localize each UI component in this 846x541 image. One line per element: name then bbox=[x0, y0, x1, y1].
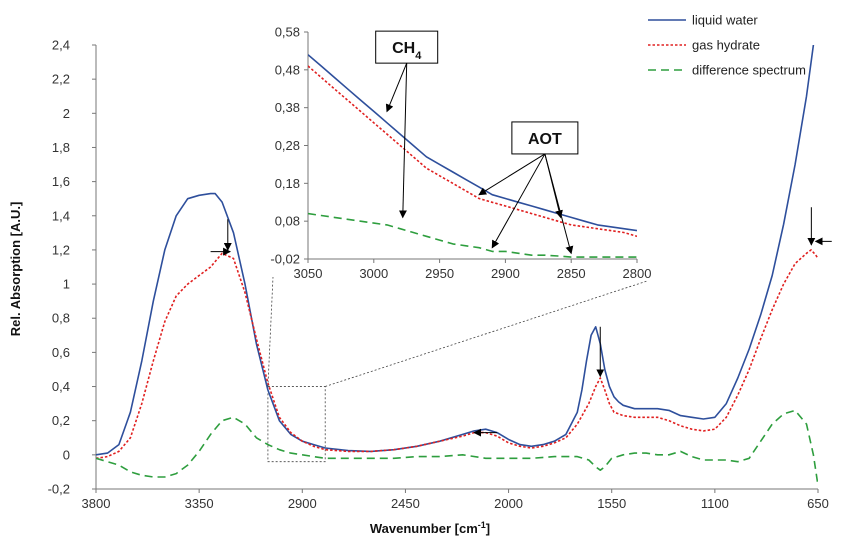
inset-y-tick-label: 0,38 bbox=[275, 100, 300, 115]
y-axis-title: Rel. Absorption [A.U.] bbox=[8, 202, 23, 337]
legend-label-liquid-water: liquid water bbox=[692, 13, 758, 28]
y-tick-label: 1 bbox=[63, 277, 70, 292]
y-tick-label: 0 bbox=[63, 447, 70, 462]
x-tick-label: 2900 bbox=[288, 496, 317, 511]
series-line-difference-spectrum bbox=[308, 212, 637, 258]
main-plot: -0,2 0 0,2 0,4 0,6 0,8 1 1,2 1,4 1,6 1,8 2 2,2 2,4 380… bbox=[48, 38, 832, 511]
callout-arrow bbox=[478, 153, 546, 196]
legend-label-gas-hydrate: gas hydrate bbox=[692, 38, 760, 53]
callout-arrow bbox=[544, 153, 574, 255]
x-axis-title-tail: ] bbox=[486, 521, 490, 536]
y-tick-label: 0,6 bbox=[52, 345, 70, 360]
inset-background bbox=[308, 32, 637, 259]
series-line-gas-hydrate bbox=[308, 65, 637, 238]
x-tick-label: 1100 bbox=[701, 496, 729, 511]
inset-x-tick-label: 2800 bbox=[623, 266, 652, 281]
series-line-gas-hydrate bbox=[96, 249, 818, 460]
inset-y-tick-label: -0,02 bbox=[270, 252, 300, 267]
y-tick-label: 2 bbox=[63, 106, 70, 121]
inset-plot: -0,02 0,08 0,18 0,28 0,38 0,48 0,58 3050 3000 295… bbox=[267, 25, 652, 387]
x-tick-label: 2000 bbox=[494, 496, 523, 511]
callout-arrow bbox=[385, 62, 408, 113]
y-tick-label: 0,8 bbox=[52, 311, 70, 326]
svg-text:Wavenumber [cm-1]: Wavenumber [cm-1] bbox=[370, 520, 490, 536]
y-tick-label: 1,6 bbox=[52, 174, 70, 189]
inset-y-tick-label: 0,08 bbox=[275, 214, 300, 229]
series-line-liquid-water bbox=[308, 54, 637, 232]
y-tick-label: -0,2 bbox=[48, 482, 70, 497]
y-tick-label: 1,2 bbox=[52, 242, 70, 257]
y-tick-label: 1,4 bbox=[52, 208, 70, 223]
inset-y-tick-label: 0,18 bbox=[275, 176, 300, 191]
inset-x-tick-label: 3050 bbox=[294, 266, 323, 281]
y-tick-label: 0,4 bbox=[52, 379, 70, 394]
series-line-difference-spectrum bbox=[96, 409, 818, 486]
x-tick-label: 3350 bbox=[185, 496, 214, 511]
y-tick-label: 1,8 bbox=[52, 140, 70, 155]
x-tick-label: 3800 bbox=[82, 496, 111, 511]
x-tick-label: 1550 bbox=[597, 496, 626, 511]
x-axis-title-text: Wavenumber [cm bbox=[370, 521, 478, 536]
callout-box bbox=[375, 30, 439, 64]
zoom-connector-right bbox=[325, 280, 648, 387]
inset-x-tick-label: 2950 bbox=[425, 266, 454, 281]
inset-y-tick-label: 0,28 bbox=[275, 138, 300, 153]
inset-y-tick-label: 0,58 bbox=[275, 25, 300, 40]
x-axis-title-sup: -1 bbox=[478, 520, 486, 530]
zoom-region-box bbox=[267, 386, 326, 463]
x-tick-label: 2450 bbox=[391, 496, 420, 511]
series-line-liquid-water bbox=[96, 45, 815, 456]
callout-arrow bbox=[491, 153, 546, 249]
callout-label: AOT bbox=[528, 131, 562, 148]
callout-box bbox=[511, 121, 579, 155]
y-tick-label: 2,4 bbox=[52, 38, 70, 53]
zoom-connector-left bbox=[267, 276, 274, 387]
inset-x-tick-label: 2900 bbox=[491, 266, 520, 281]
inset-x-tick-label: 2850 bbox=[557, 266, 586, 281]
callout-label: CH4 bbox=[392, 40, 422, 62]
callout-arrow bbox=[398, 63, 408, 219]
inset-x-tick-label: 3000 bbox=[359, 266, 388, 281]
x-tick-label: 650 bbox=[807, 496, 829, 511]
legend-label-difference-spectrum: difference spectrum bbox=[692, 63, 806, 78]
legend: liquid water gas hydrate difference spectr… bbox=[648, 13, 806, 78]
x-axis-title: Wavenumber [cm-1] bbox=[370, 520, 490, 536]
y-tick-label: 2,2 bbox=[52, 72, 70, 87]
inset-y-tick-label: 0,48 bbox=[275, 62, 300, 77]
y-tick-label: 0,2 bbox=[52, 413, 70, 428]
